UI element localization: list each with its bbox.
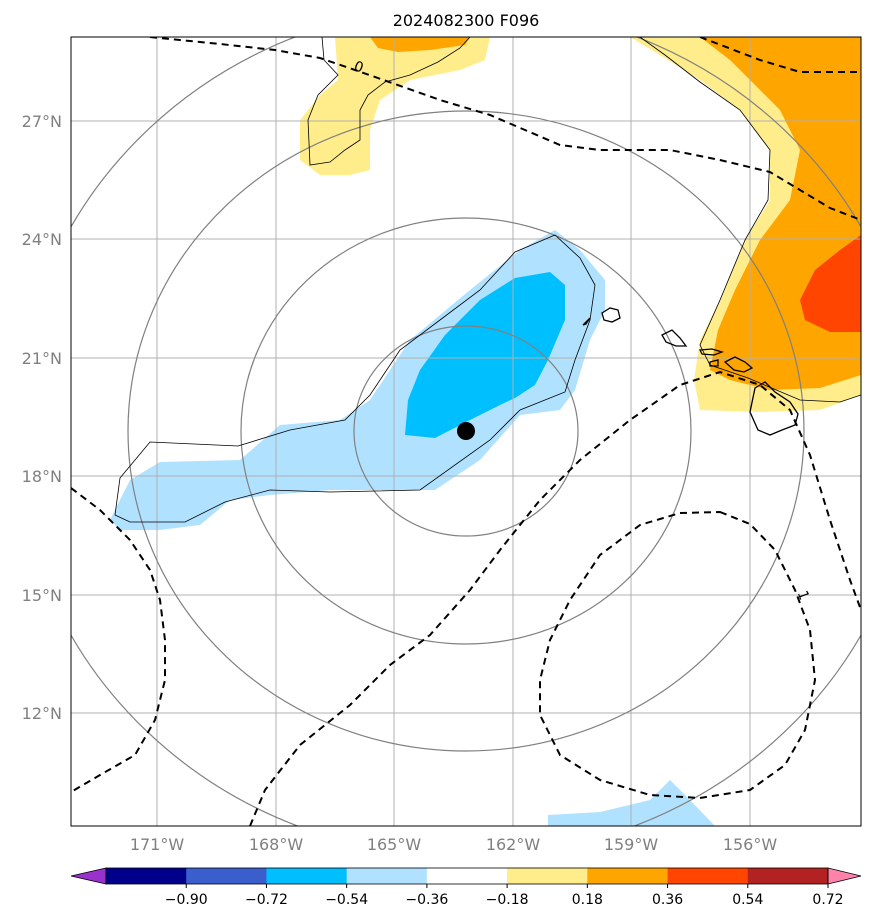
colorbar-swatch bbox=[266, 868, 348, 884]
negative-anomaly-deep-sky-blue bbox=[405, 272, 565, 438]
negative-anomaly-bottom-light-blue bbox=[548, 780, 715, 826]
colorbar-swatch bbox=[747, 868, 829, 884]
colorbar-swatch bbox=[346, 868, 428, 884]
contour-label-one: 1 bbox=[794, 589, 812, 603]
outline-contours bbox=[114, 37, 861, 523]
island-outline bbox=[698, 348, 725, 356]
lon-label: 165°W bbox=[367, 835, 422, 854]
lon-label: 168°W bbox=[249, 835, 304, 854]
figure-title: 2024082300 F096 bbox=[393, 11, 540, 30]
island-outline bbox=[601, 307, 621, 323]
latitude-labels: 27°N 24°N 21°N 18°N 15°N 12°N bbox=[22, 112, 62, 723]
island-outline bbox=[709, 359, 719, 367]
lat-label: 15°N bbox=[22, 586, 62, 605]
colorbar-tick-label: 0.18 bbox=[572, 892, 603, 908]
lon-label: 156°W bbox=[723, 835, 778, 854]
positive-anomaly-orange-red bbox=[800, 235, 861, 332]
range-ring-2 bbox=[240, 217, 692, 645]
range-ring-3 bbox=[127, 110, 805, 752]
map-area: 0 1 bbox=[71, 37, 861, 826]
colorbar-swatch bbox=[106, 868, 187, 884]
island-outline bbox=[582, 317, 591, 326]
colorbar-swatch bbox=[667, 868, 749, 884]
colorbar: −0.90 −0.72 −0.54 −0.36 −0.18 0.18 0.36 0.54 0.7… bbox=[70, 867, 862, 908]
colorbar-tick-label: 0.36 bbox=[652, 892, 683, 908]
colorbar-swatch bbox=[426, 868, 508, 884]
colorbar-tick-label: −0.36 bbox=[405, 892, 448, 908]
longitude-labels: 171°W 168°W 165°W 162°W 159°W 156°W bbox=[130, 835, 778, 854]
lon-label: 162°W bbox=[486, 835, 541, 854]
lat-label: 21°N bbox=[22, 349, 62, 368]
colorbar-extend-high bbox=[827, 867, 862, 885]
lat-label: 12°N bbox=[22, 704, 62, 723]
colorbar-swatch bbox=[507, 868, 588, 884]
lon-label: 171°W bbox=[130, 835, 185, 854]
island-coastlines bbox=[582, 307, 799, 436]
dashed-contours bbox=[71, 37, 861, 826]
colorbar-swatch bbox=[186, 868, 267, 884]
colorbar-tick-label: −0.90 bbox=[165, 892, 208, 908]
lat-label: 18°N bbox=[22, 467, 62, 486]
colorbar-tick-label: −0.54 bbox=[325, 892, 368, 908]
storm-center-marker bbox=[457, 422, 475, 440]
positive-anomaly-top-orange bbox=[370, 37, 470, 52]
gridlines bbox=[71, 37, 861, 826]
positive-anomaly-top-yellow bbox=[300, 37, 490, 175]
lat-label: 27°N bbox=[22, 112, 62, 131]
lat-label: 24°N bbox=[22, 230, 62, 249]
colorbar-tick-label: 0.72 bbox=[812, 892, 843, 908]
colorbar-frame bbox=[105, 867, 829, 885]
range-ring-1 bbox=[353, 325, 579, 537]
range-rings bbox=[71, 37, 861, 826]
lon-label: 159°W bbox=[604, 835, 659, 854]
plot-frame bbox=[70, 36, 862, 827]
colorbar-extend-low bbox=[70, 867, 107, 885]
island-outline bbox=[723, 356, 754, 373]
colorbar-tick-label: −0.18 bbox=[486, 892, 529, 908]
island-outline bbox=[661, 329, 688, 347]
colorbar-tick-label: −0.72 bbox=[245, 892, 288, 908]
colorbar-swatch bbox=[587, 868, 669, 884]
shaded-fields bbox=[110, 37, 861, 826]
island-outline bbox=[749, 381, 799, 436]
colorbar-tick-label: 0.54 bbox=[732, 892, 763, 908]
